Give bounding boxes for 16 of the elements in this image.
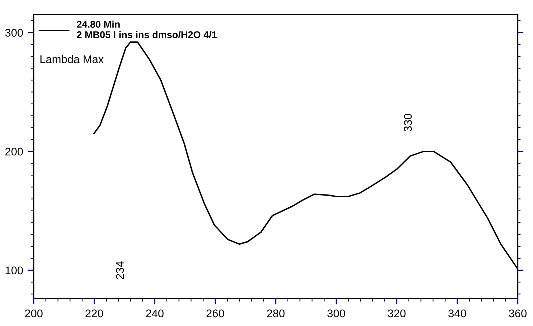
x-tick-label: 340 — [448, 310, 466, 318]
x-tick-label: 240 — [146, 310, 164, 318]
x-tick-label: 220 — [86, 310, 104, 318]
x-tick-label: 280 — [267, 310, 285, 318]
x-tick-label: 200 — [25, 310, 43, 318]
annotation: Lambda Max — [40, 55, 104, 64]
legend-label: 24.80 Min 2 MB05 l ins ins dmso/H2O 4/1 — [77, 20, 217, 39]
x-tick-label: 320 — [388, 310, 406, 318]
y-tick-label: 100 — [6, 266, 24, 275]
x-tick-label: 260 — [206, 310, 224, 318]
annotation: 234 — [116, 262, 124, 280]
y-tick-label: 200 — [6, 148, 24, 156]
x-tick-label: 300 — [328, 310, 346, 318]
annotation: 330 — [404, 114, 412, 132]
y-tick-label: 300 — [5, 29, 24, 37]
x-tick-label: 360 — [509, 310, 527, 318]
